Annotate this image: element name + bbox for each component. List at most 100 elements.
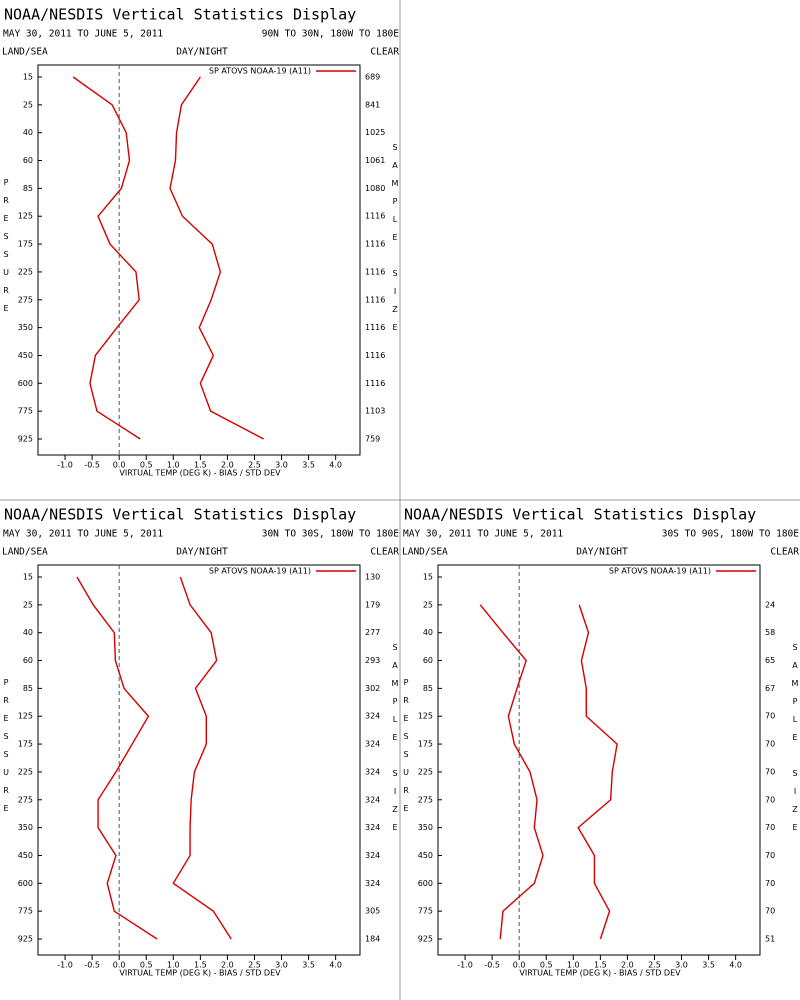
sample-size: 51: [765, 935, 775, 944]
land-sea: LAND/SEA: [402, 547, 448, 558]
pressure-label: 25: [23, 600, 33, 609]
land-sea: LAND/SEA: [2, 547, 48, 558]
x-axis-label: VIRTUAL TEMP (DEG K) - BIAS / STD DEV: [119, 969, 281, 978]
x-tick-label: 3.0: [675, 961, 688, 970]
chart-title: NOAA/NESDIS Vertical Statistics Display: [404, 506, 756, 524]
x-tick-label: 4.0: [729, 961, 742, 970]
pressure-label: 125: [18, 212, 33, 221]
plot-frame: [37, 64, 361, 456]
x-tick-label: 3.0: [275, 461, 288, 470]
x-tick-label: 1.0: [167, 961, 180, 970]
pressure-label: 40: [423, 628, 433, 637]
pressure-label: 775: [418, 907, 433, 916]
sample-size: 130: [365, 573, 380, 582]
pressure-label: 40: [23, 128, 33, 137]
sample-size: 324: [365, 712, 380, 721]
pressure-label: 175: [18, 740, 33, 749]
sample-size: 58: [765, 628, 775, 637]
pressure-label: 600: [418, 879, 433, 888]
pressure-label: 60: [423, 656, 433, 665]
sample-size: 1116: [365, 212, 385, 221]
panel: NOAA/NESDIS Vertical Statistics Display M…: [2, 506, 400, 978]
pressure-label: 25: [423, 600, 433, 609]
x-tick-label: 2.0: [221, 461, 234, 470]
x-tick-label: 1.5: [594, 961, 607, 970]
sample-size: 70: [765, 879, 775, 888]
legend-label: SP ATOVS NOAA-19 (A11): [209, 567, 311, 576]
x-tick-label: -0.5: [84, 461, 100, 470]
pressure-label: 450: [18, 351, 33, 360]
plot-frame: [37, 564, 361, 956]
clear: CLEAR: [370, 47, 399, 58]
pressure-label: 275: [18, 295, 33, 304]
legend-label: SP ATOVS NOAA-19 (A11): [209, 67, 311, 76]
x-tick-label: 0.5: [140, 961, 153, 970]
pressure-label: 350: [18, 823, 33, 832]
series-line: [76, 576, 158, 940]
x-tick-label: 2.5: [648, 961, 661, 970]
sample-size: 1061: [365, 156, 385, 165]
x-tick-label: 1.5: [194, 461, 207, 470]
y-axis-label: PRESSURE: [2, 178, 11, 322]
x-tick-label: -1.0: [57, 461, 73, 470]
x-tick-label: 0.5: [540, 961, 553, 970]
sample-size: 1116: [365, 351, 385, 360]
pressure-label: 175: [18, 240, 33, 249]
region: 30S TO 90S, 180W TO 180E: [662, 529, 800, 540]
y-axis-label: PRESSURE: [402, 678, 411, 822]
x-tick-label: 2.0: [221, 961, 234, 970]
pressure-label: 175: [418, 740, 433, 749]
x-tick-label: 1.0: [167, 461, 180, 470]
chart-title: NOAA/NESDIS Vertical Statistics Display: [4, 506, 356, 524]
x-tick-label: 0.0: [113, 961, 126, 970]
x-tick-label: 2.0: [621, 961, 634, 970]
pressure-label: 85: [23, 684, 33, 693]
x-tick-label: 1.5: [194, 961, 207, 970]
x-tick-label: 3.5: [302, 961, 315, 970]
x-tick-label: -0.5: [84, 961, 100, 970]
panel: NOAA/NESDIS Vertical Statistics Display M…: [402, 506, 800, 978]
x-tick-label: 2.5: [248, 461, 261, 470]
sample-size: 1116: [365, 379, 385, 388]
pressure-label: 40: [23, 628, 33, 637]
sample-size: 1116: [365, 267, 385, 276]
sample-size: 841: [365, 100, 380, 109]
x-tick-label: 1.0: [567, 961, 580, 970]
pressure-label: 925: [18, 435, 33, 444]
x-axis-label: VIRTUAL TEMP (DEG K) - BIAS / STD DEV: [119, 469, 281, 478]
sample-size: 305: [365, 907, 380, 916]
pressure-label: 85: [23, 184, 33, 193]
sample-size: 324: [365, 851, 380, 860]
pressure-label: 25: [23, 100, 33, 109]
sample-size: 1116: [365, 240, 385, 249]
sample-size: 324: [365, 795, 380, 804]
pressure-label: 275: [418, 795, 433, 804]
legend-label: SP ATOVS NOAA-19 (A11): [609, 567, 711, 576]
sample-size: 293: [365, 656, 380, 665]
x-tick-label: 0.5: [140, 461, 153, 470]
pressure-label: 60: [23, 656, 33, 665]
pressure-label: 600: [18, 379, 33, 388]
x-tick-label: -1.0: [457, 961, 473, 970]
sample-size: 1103: [365, 407, 385, 416]
sample-size: 759: [365, 435, 380, 444]
clear: CLEAR: [370, 547, 399, 558]
sample-size: 65: [765, 656, 775, 665]
sample-size: 70: [765, 712, 775, 721]
pressure-label: 125: [418, 712, 433, 721]
pressure-label: 15: [23, 573, 33, 582]
sample-size: 324: [365, 823, 380, 832]
series-line: [72, 76, 141, 440]
sample-size: 179: [365, 600, 380, 609]
series-line: [479, 604, 544, 940]
sample-size: 1116: [365, 295, 385, 304]
series-line: [577, 604, 618, 940]
x-tick-label: -1.0: [57, 961, 73, 970]
pressure-label: 925: [418, 935, 433, 944]
sample-size: 70: [765, 823, 775, 832]
day-night: DAY/NIGHT: [176, 47, 228, 58]
plot-frame: [437, 564, 761, 956]
series-line: [172, 576, 232, 940]
sample-size: 24: [765, 600, 775, 609]
